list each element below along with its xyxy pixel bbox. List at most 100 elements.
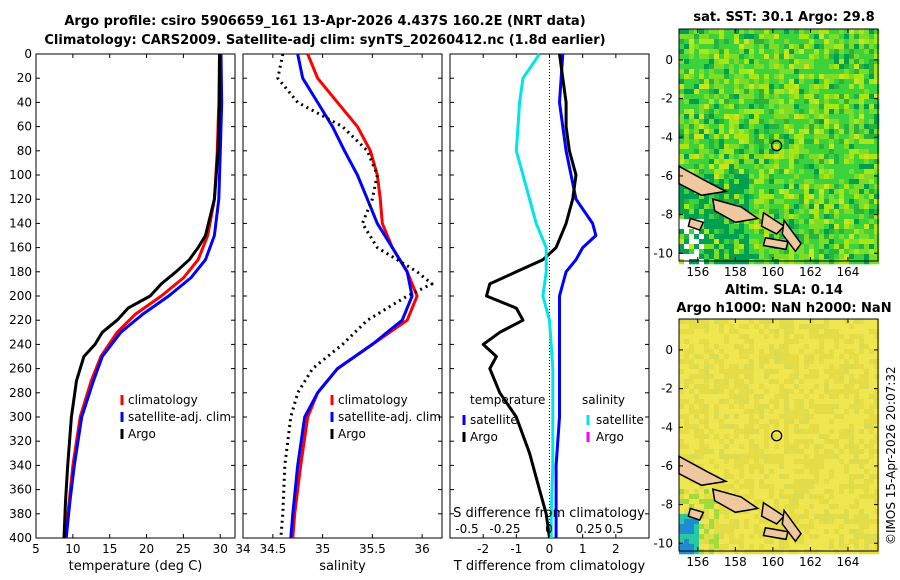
- sst-map-cell: [794, 74, 800, 80]
- sst-map-cell: [744, 64, 750, 70]
- sst-map-cell: [834, 34, 840, 40]
- sst-map-cell: [844, 204, 850, 210]
- sla-map-cell: [819, 494, 825, 500]
- sla-map-cell: [794, 489, 800, 495]
- sst-map-cell: [744, 124, 750, 130]
- sst-map-cell: [854, 174, 860, 180]
- sst-map-cell: [744, 94, 750, 100]
- sla-map-cell: [774, 339, 780, 345]
- sst-map-cell: [689, 59, 695, 65]
- sst-map-cell: [824, 29, 830, 35]
- sla-map-cell: [789, 329, 795, 335]
- sla-map-cell: [779, 539, 785, 545]
- sla-map-cell: [824, 524, 830, 530]
- sla-map-cell: [844, 414, 850, 420]
- sst-map-cell: [874, 144, 880, 150]
- ytick-label: 20: [17, 71, 32, 85]
- sst-map-cell: [794, 194, 800, 200]
- sst-map-cell: [699, 89, 705, 95]
- sst-map-cell: [709, 69, 715, 75]
- sla-map-cell: [749, 519, 755, 525]
- sst-map-cell: [854, 89, 860, 95]
- sst-map-cell: [834, 139, 840, 145]
- sla-map-cell: [729, 544, 735, 550]
- sla-map-cell: [789, 339, 795, 345]
- sst-map-cell: [834, 214, 840, 220]
- sla-map-cell: [694, 454, 700, 460]
- sst-map-cell: [754, 189, 760, 195]
- sst-map-cell: [809, 84, 815, 90]
- sst-map-cell: [809, 249, 815, 255]
- sla-map-cell: [839, 359, 845, 365]
- sst-map-cell: [724, 234, 730, 240]
- sst-map-cell: [739, 144, 745, 150]
- sla-map-cell: [749, 544, 755, 550]
- sla-map-cell: [844, 354, 850, 360]
- sla-map-cell: [769, 334, 775, 340]
- sla-map-cell: [754, 404, 760, 410]
- sla-map-cell: [719, 444, 725, 450]
- sst-map-cell: [869, 164, 875, 170]
- sla-map-cell: [794, 509, 800, 515]
- sst-map-cell: [804, 124, 810, 130]
- sla-map-cell: [864, 329, 870, 335]
- sst-map-cell: [844, 144, 850, 150]
- sla-map-cell: [864, 399, 870, 405]
- sla-map-cell: [829, 329, 835, 335]
- sla-map-cell: [804, 484, 810, 490]
- sst-map-cell: [749, 254, 755, 260]
- sst-map-cell: [709, 94, 715, 100]
- sst-map-cell: [799, 249, 805, 255]
- sla-map-cell: [764, 319, 770, 325]
- sst-map-cell: [759, 244, 765, 250]
- diff-legend-label: satellite: [470, 413, 518, 427]
- sla-map-cell: [874, 364, 880, 370]
- sla-map-cell: [819, 334, 825, 340]
- sla-map-cell: [694, 359, 700, 365]
- sst-map-cell: [729, 144, 735, 150]
- sst-map-cell: [834, 104, 840, 110]
- sla-map-cell: [849, 409, 855, 415]
- sla-map-cell: [714, 529, 720, 535]
- sla-map-cell: [794, 389, 800, 395]
- sst-map-cell: [799, 34, 805, 40]
- sst-map-cell: [844, 149, 850, 155]
- sst-map-cell: [874, 44, 880, 50]
- sla-map-cell: [704, 354, 710, 360]
- sla-map-cell: [739, 359, 745, 365]
- sla-map-cell: [844, 494, 850, 500]
- sla-map-cell: [854, 444, 860, 450]
- sla-map-cell: [734, 549, 740, 555]
- sst-map-cell: [784, 139, 790, 145]
- sst-map-cell: [689, 129, 695, 135]
- sla-map-xtick-label: 156: [686, 555, 709, 569]
- sst-map-cell: [764, 199, 770, 205]
- sla-map-cell: [729, 329, 735, 335]
- sst-map-cell: [814, 104, 820, 110]
- sst-map-cell: [804, 234, 810, 240]
- sla-map-cell: [739, 479, 745, 485]
- sla-map-cell: [834, 539, 840, 545]
- sst-map-cell: [804, 174, 810, 180]
- sla-map-cell: [809, 459, 815, 465]
- sla-map-cell: [734, 359, 740, 365]
- sla-map-cell: [839, 424, 845, 430]
- sla-map-cell: [739, 429, 745, 435]
- sla-map-cell: [744, 479, 750, 485]
- sla-map-cell: [849, 414, 855, 420]
- sla-map-cell: [764, 499, 770, 505]
- sst-map-cell: [869, 239, 875, 245]
- sla-map-cell: [759, 414, 765, 420]
- sst-map-cell: [689, 164, 695, 170]
- sst-map-cell: [729, 54, 735, 60]
- sst-map-cell: [729, 139, 735, 145]
- sla-map-cell: [774, 329, 780, 335]
- sla-map-cell: [689, 339, 695, 345]
- sla-map-cell: [869, 479, 875, 485]
- sla-map-cell: [679, 439, 685, 445]
- sst-map-cell: [824, 169, 830, 175]
- sla-map-cell: [709, 389, 715, 395]
- sst-map-cell: [769, 184, 775, 190]
- sla-map-cell: [819, 519, 825, 525]
- sla-map-cell: [709, 319, 715, 325]
